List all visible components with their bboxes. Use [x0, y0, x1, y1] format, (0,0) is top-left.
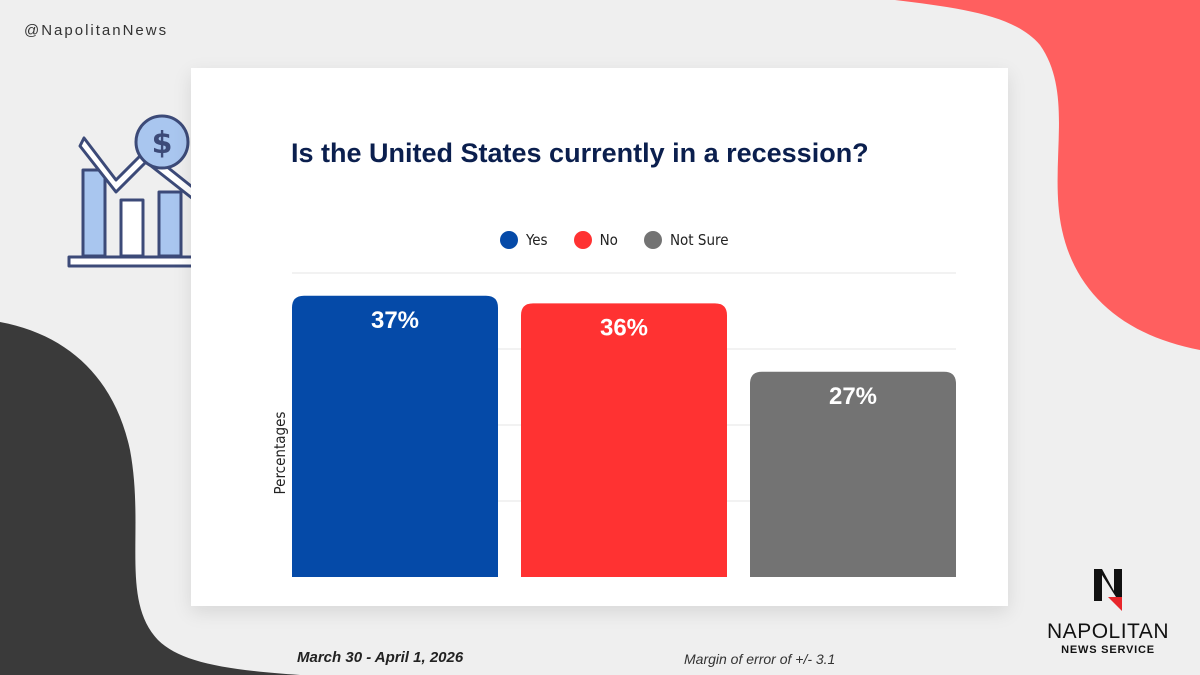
- bar-yes: [292, 295, 498, 577]
- legend-swatch-not-sure: [643, 231, 662, 249]
- legend-label-not-sure: Not Sure: [669, 231, 729, 249]
- logo-subtitle: NEWS SERVICE: [1061, 644, 1155, 656]
- svg-text:$: $: [152, 126, 173, 161]
- legend-swatch-no: [573, 231, 592, 249]
- bar-chart: 37% 36% 27%: [292, 272, 956, 577]
- margin-of-error: Margin of error of +/- 3.1: [684, 651, 836, 667]
- red-corner-shape: [895, 0, 1200, 350]
- data-label: 27%: [829, 383, 877, 410]
- chart-card: Is the United States currently in a rece…: [191, 68, 1008, 606]
- bar-no: [521, 303, 727, 577]
- bar-not-sure: [750, 371, 956, 577]
- logo-name: NAPOLITAN: [1047, 620, 1169, 643]
- poll-dates: March 30 - April 1, 2026: [297, 649, 464, 666]
- legend-label-yes: Yes: [526, 231, 548, 249]
- napolitan-logo: NAPOLITAN NEWS SERVICE: [1046, 567, 1170, 656]
- legend-item-not-sure: Not Sure: [643, 231, 729, 249]
- napolitan-n-logo-icon: [1094, 569, 1122, 611]
- legend-item-yes: Yes: [500, 231, 548, 249]
- data-label: 36%: [600, 314, 648, 341]
- legend-label-no: No: [599, 231, 618, 249]
- dark-corner-shape: [0, 322, 300, 675]
- data-label: 37%: [371, 307, 419, 334]
- chart-legend: Yes No Not Sure: [500, 231, 729, 249]
- chart-title: Is the United States currently in a rece…: [291, 138, 869, 168]
- social-handle: @NapolitanNews: [24, 22, 169, 39]
- legend-item-no: No: [573, 231, 618, 249]
- legend-swatch-yes: [500, 231, 518, 249]
